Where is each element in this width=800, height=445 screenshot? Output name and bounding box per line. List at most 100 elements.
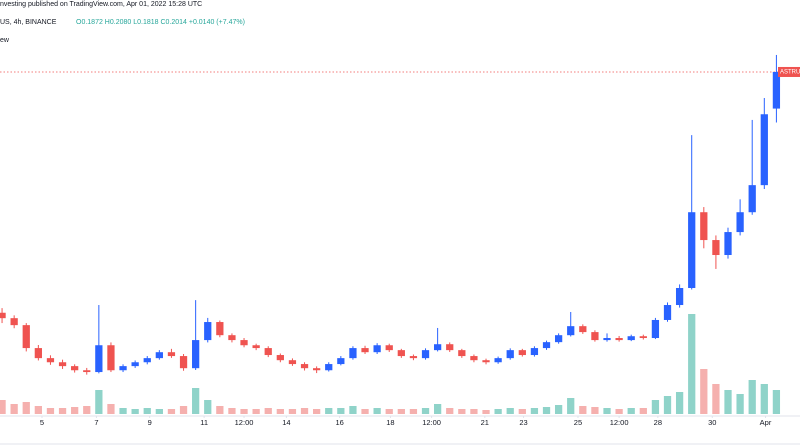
symbol-label: US, 4h, BINANCE — [0, 19, 57, 26]
last-price-label: ASTRUS — [780, 70, 800, 76]
x-tick-label: 18 — [386, 418, 394, 427]
candle-body — [446, 344, 454, 351]
volume-bar — [494, 409, 502, 414]
candle-body — [46, 358, 55, 363]
candle-body — [22, 325, 30, 349]
candle-body — [700, 212, 708, 241]
candle-body — [288, 360, 297, 365]
volume-bar — [688, 314, 696, 414]
candle-body — [34, 348, 42, 359]
volume-bar — [458, 409, 466, 414]
volume-bar — [421, 408, 430, 414]
volume-bar — [530, 408, 539, 414]
candle-body — [143, 358, 151, 363]
volume-bar — [300, 408, 309, 414]
volume-bar — [119, 408, 127, 414]
candle-body — [409, 356, 418, 359]
volume-bar — [0, 400, 6, 414]
volume-bar — [204, 400, 212, 414]
candle-body — [373, 345, 381, 353]
volume-bar — [107, 404, 115, 414]
candle-body — [494, 358, 502, 363]
candle-body — [627, 336, 635, 341]
candle-body — [724, 232, 732, 256]
volume-bar — [325, 408, 333, 414]
candle-body — [591, 332, 599, 341]
candle-body — [119, 366, 127, 371]
candle-body — [83, 370, 91, 373]
candle-body — [349, 348, 357, 359]
candle-body — [252, 345, 260, 349]
volume-bar — [482, 410, 490, 414]
x-tick-label: 21 — [481, 418, 489, 427]
volume-bar — [264, 408, 272, 414]
volume-bar — [83, 406, 91, 414]
candle-body — [760, 114, 768, 186]
x-tick-label: 14 — [282, 418, 290, 427]
x-tick-label: 11 — [200, 418, 208, 427]
candle-body — [361, 348, 369, 353]
volume-bar — [639, 408, 647, 414]
candle-body — [542, 342, 551, 349]
volume-bar — [167, 409, 176, 414]
volume-bar — [651, 400, 660, 414]
volume-bar — [518, 409, 526, 414]
candle-body — [651, 319, 660, 339]
candle-body — [554, 335, 563, 343]
candle-body — [772, 71, 781, 109]
volume-bar — [71, 407, 79, 414]
volume-bar — [579, 406, 587, 414]
x-tick-label: 5 — [40, 418, 44, 427]
volume-bar — [179, 406, 188, 414]
volume-bar — [567, 398, 575, 414]
candle-body — [433, 344, 442, 351]
candle-body — [325, 364, 333, 371]
volume-bar — [34, 406, 42, 414]
volume-bar — [288, 409, 297, 414]
x-tick-label: 30 — [708, 418, 716, 427]
x-tick-label: 25 — [574, 418, 582, 427]
volume-bar — [675, 392, 684, 414]
candle-body — [567, 326, 575, 336]
x-tick-label: 9 — [148, 418, 152, 427]
volume-bar — [663, 396, 672, 414]
volume-bar — [349, 406, 357, 414]
volume-bar — [155, 409, 163, 414]
candle-body — [663, 305, 672, 320]
candle-body — [95, 345, 103, 373]
volume-bar — [772, 390, 781, 414]
candle-body — [337, 358, 345, 365]
candle-body — [675, 288, 684, 306]
volume-bar — [313, 409, 321, 414]
volume-bar — [276, 409, 284, 414]
last-price-tag — [778, 66, 800, 77]
x-tick-label: 7 — [94, 418, 98, 427]
candle-body — [712, 240, 720, 256]
volume-bar — [433, 404, 442, 414]
candle-body — [10, 318, 18, 326]
candle-body — [470, 356, 478, 361]
volume-bar — [228, 408, 236, 414]
candle-body — [131, 362, 139, 367]
volume-bar — [470, 409, 478, 414]
candle-body — [300, 364, 309, 369]
candle-body — [506, 350, 514, 359]
x-tick-label: 23 — [519, 418, 527, 427]
volume-bar — [46, 408, 55, 414]
volume-bar — [373, 408, 381, 414]
candle-body — [482, 360, 490, 363]
volume-bar — [542, 407, 551, 414]
candle-body — [276, 355, 284, 361]
candle-body — [639, 336, 647, 339]
volume-bar — [216, 406, 224, 414]
volume-bar — [22, 402, 30, 414]
candle-body — [228, 335, 236, 341]
candle-body — [458, 350, 466, 357]
candle-body — [603, 338, 611, 341]
candle-body — [167, 352, 176, 357]
candle-body — [264, 348, 272, 356]
volume-bar — [252, 409, 260, 414]
volume-bar — [615, 409, 623, 414]
